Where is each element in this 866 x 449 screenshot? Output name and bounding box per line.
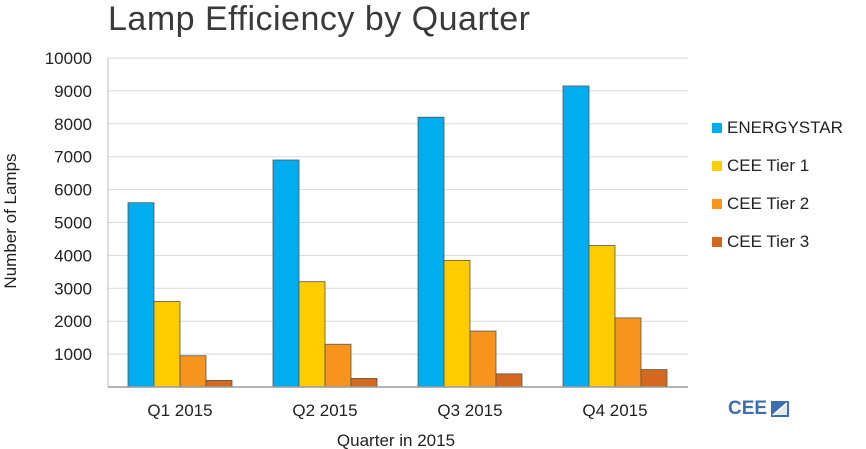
bar-cee-tier-3-q4-2015 xyxy=(640,369,668,388)
x-axis-label: Quarter in 2015 xyxy=(337,431,455,449)
y-tick-label: 5000 xyxy=(54,214,92,233)
y-tick-label: 7000 xyxy=(54,148,92,167)
y-tick-label: 3000 xyxy=(54,279,92,298)
legend-item: ENERGYSTAR xyxy=(712,118,843,138)
bars xyxy=(127,85,668,388)
bar-cee-tier-3-q2-2015 xyxy=(350,378,378,388)
legend-label: CEE Tier 2 xyxy=(727,194,810,213)
legend-swatch xyxy=(712,237,722,247)
logo-text: CEE xyxy=(728,398,768,419)
bar-cee-tier-3-q1-2015 xyxy=(205,380,233,388)
y-tick-label: 9000 xyxy=(54,82,92,101)
bar-cee-tier-1-q1-2015 xyxy=(153,301,181,388)
bar-cee-tier-1-q3-2015 xyxy=(443,259,471,388)
legend-label: CEE Tier 3 xyxy=(727,232,810,251)
legend-item: CEE Tier 3 xyxy=(712,232,843,252)
legend-item: CEE Tier 1 xyxy=(712,156,843,176)
y-tick-label: 2000 xyxy=(54,312,92,331)
y-tick-label: 1000 xyxy=(54,345,92,364)
y-tick-label: 4000 xyxy=(54,246,92,265)
bar-cee-tier-1-q4-2015 xyxy=(588,245,616,388)
x-tick-label: Q3 2015 xyxy=(437,401,502,420)
legend-swatch xyxy=(712,123,722,133)
x-tick-label: Q2 2015 xyxy=(292,401,357,420)
bar-cee-tier-2-q2-2015 xyxy=(324,343,352,388)
legend-label: ENERGYSTAR xyxy=(727,118,843,137)
bar-energystar-q1-2015 xyxy=(127,202,155,388)
y-tick-label: 8000 xyxy=(54,115,92,134)
bar-energystar-q3-2015 xyxy=(417,116,445,388)
x-tick-label: Q1 2015 xyxy=(147,401,212,420)
bar-cee-tier-2-q4-2015 xyxy=(614,317,642,388)
axes xyxy=(107,58,688,388)
x-tick-label: Q4 2015 xyxy=(582,401,647,420)
y-tick-label: 6000 xyxy=(54,181,92,200)
bar-energystar-q2-2015 xyxy=(272,159,300,388)
legend-swatch xyxy=(712,161,722,171)
grid-lines xyxy=(108,57,688,355)
bar-energystar-q4-2015 xyxy=(562,85,590,388)
cee-logo-icon xyxy=(771,401,790,417)
bar-cee-tier-2-q3-2015 xyxy=(469,330,497,388)
legend-swatch xyxy=(712,199,722,209)
legend: ENERGYSTAR CEE Tier 1 CEE Tier 2 CEE Tier 3 xyxy=(712,118,843,270)
bar-cee-tier-2-q1-2015 xyxy=(179,355,207,388)
legend-label: CEE Tier 1 xyxy=(727,156,810,175)
bar-cee-tier-1-q2-2015 xyxy=(298,281,326,388)
chart-title: Lamp Efficiency by Quarter xyxy=(108,0,531,38)
cee-logo: CEE xyxy=(728,398,791,420)
legend-item: CEE Tier 2 xyxy=(712,194,843,214)
tick-labels: 1000 2000 3000 4000 5000 6000 7000 8000 9000 1000… xyxy=(45,49,648,420)
y-axis-label: Number of Lamps xyxy=(1,153,20,288)
bar-cee-tier-3-q3-2015 xyxy=(495,373,523,388)
y-tick-label: 10000 xyxy=(45,49,92,68)
